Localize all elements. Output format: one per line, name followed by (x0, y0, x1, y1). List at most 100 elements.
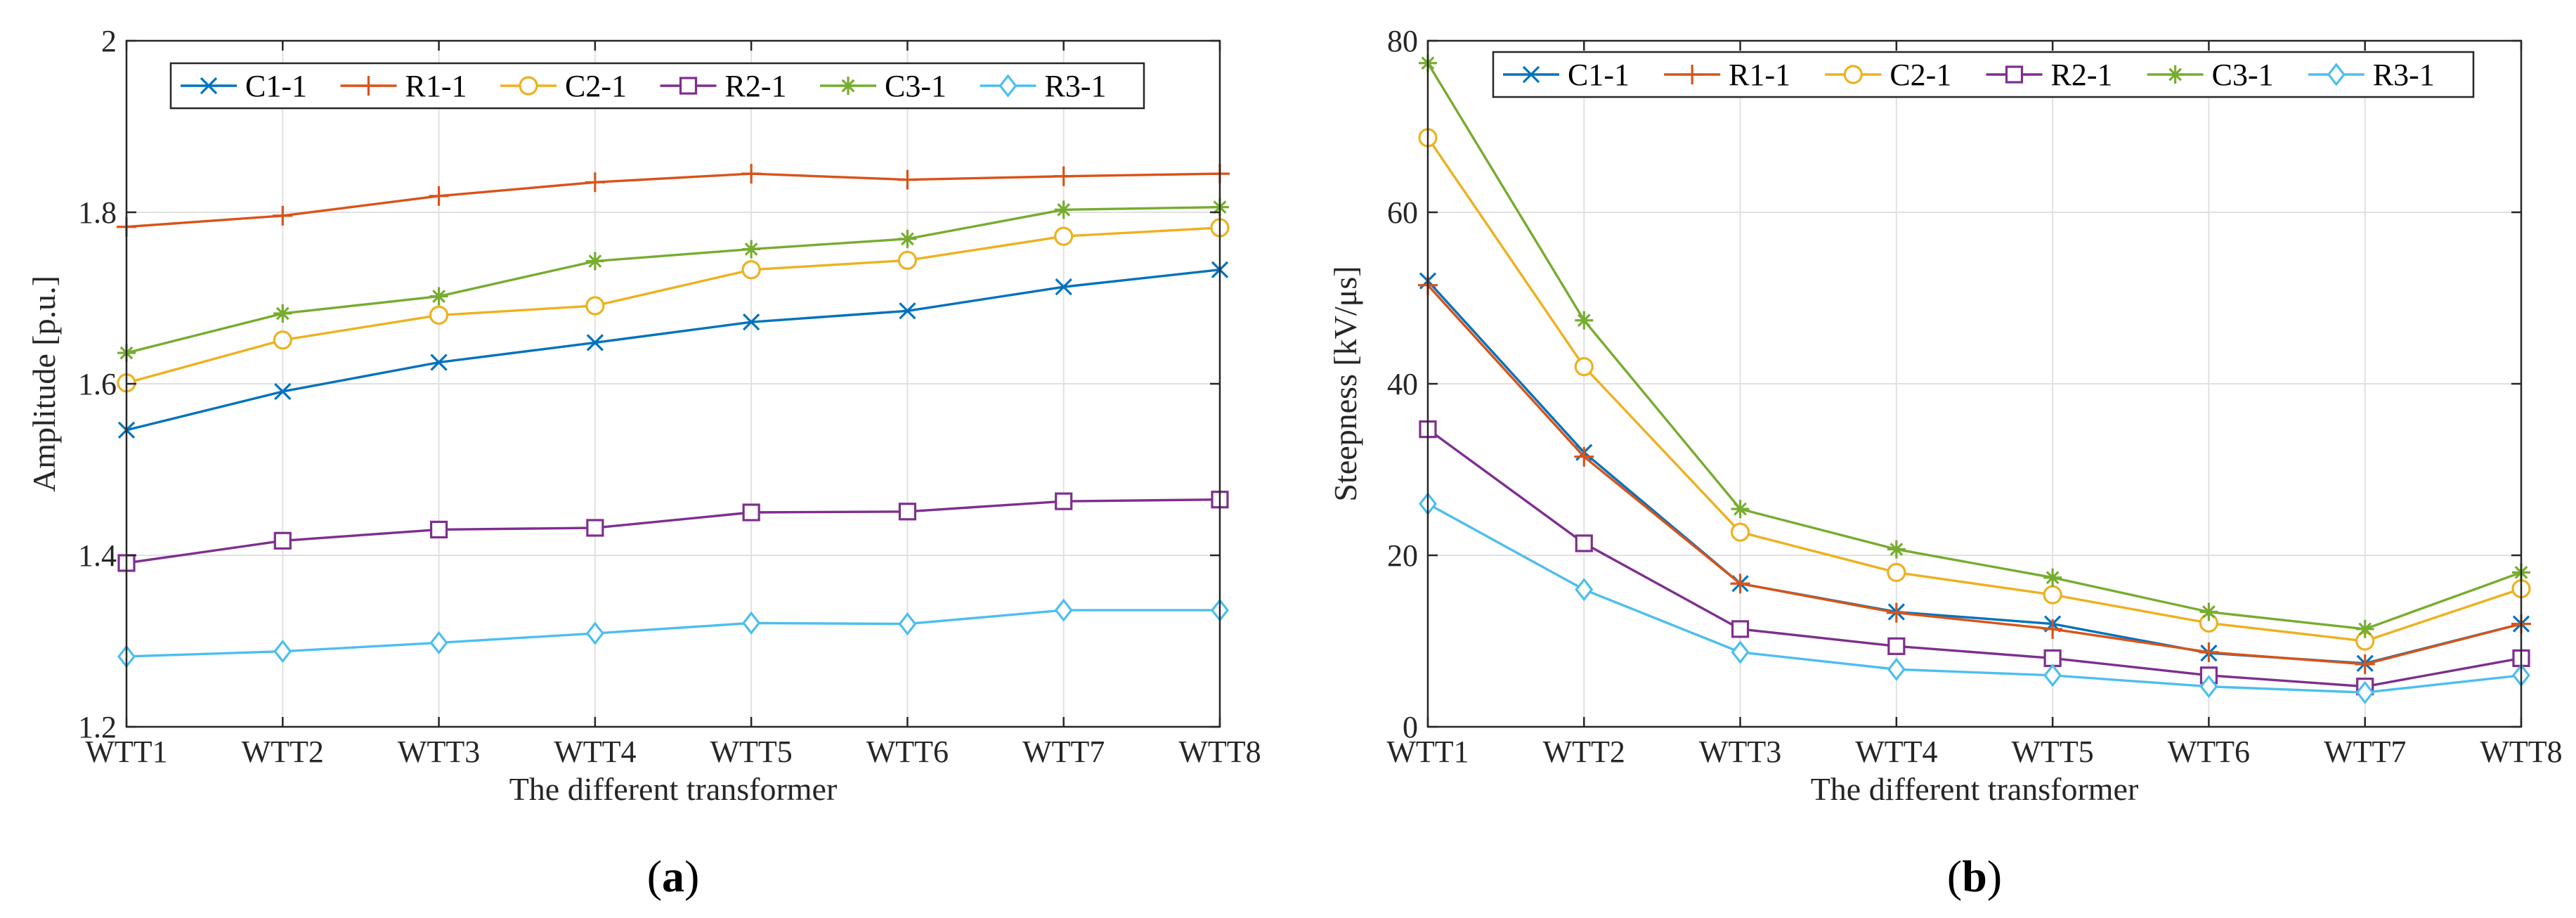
data-point (1054, 200, 1073, 219)
data-point (1731, 620, 1750, 638)
legend-marker (2327, 63, 2346, 86)
legend-label: R1-1 (405, 69, 467, 103)
marker-plus-shape (897, 169, 918, 190)
panel-caption: (b) (1947, 851, 2002, 901)
data-point (898, 229, 917, 248)
data-point (429, 520, 448, 539)
legend-label: R1-1 (1729, 58, 1790, 92)
marker-plus-shape (1574, 446, 1594, 467)
data-point (897, 169, 918, 190)
data-point (585, 172, 605, 193)
series-line (1426, 62, 2522, 631)
marker-circle-shape (1574, 356, 1594, 377)
legend-label: C1-1 (245, 69, 307, 103)
marker-star-shape (898, 229, 917, 248)
data-point (1055, 278, 1072, 296)
series-line (1426, 428, 2522, 688)
legend-label: R2-1 (2051, 58, 2113, 92)
y-tick-label: 1.8 (78, 195, 117, 230)
marker-x-shape (899, 302, 916, 320)
marker-square-shape (1731, 620, 1750, 638)
marker-star-shape (1054, 200, 1073, 219)
data-point (1053, 166, 1074, 186)
legend-label: C1-1 (1568, 58, 1629, 92)
data-point (741, 164, 762, 184)
legend: C1-1 R1-1 C2-1 R2-1 C3-1 R3-1 (1492, 51, 2475, 98)
marker-diamond-shape (898, 612, 917, 636)
marker-x-shape (1055, 278, 1072, 296)
data-point (2199, 675, 2218, 699)
legend-item-c2-1: C2-1 (1825, 58, 1951, 92)
data-point (429, 287, 448, 306)
x-tick-label: WTT7 (2324, 735, 2406, 769)
marker-diamond-shape (2327, 63, 2346, 86)
marker-star-shape (1887, 540, 1906, 559)
marker-square-shape (2043, 649, 2062, 668)
data-point (1887, 540, 1906, 559)
marker-star-shape (585, 252, 604, 271)
data-point (741, 260, 761, 280)
series-line (126, 269, 1221, 432)
series-line (126, 609, 1220, 658)
x-tick-label: WTT5 (2011, 735, 2093, 769)
y-tick-label: 1.2 (78, 710, 117, 744)
marker-square-shape (1887, 637, 1906, 655)
marker-plus-shape (2043, 619, 2063, 639)
y-tick-label: 40 (1387, 367, 1418, 401)
marker-square-shape (586, 519, 604, 537)
data-point (742, 611, 761, 635)
marker-diamond-shape (1731, 640, 1750, 664)
data-point (2043, 585, 2062, 605)
marker-circle-shape (741, 260, 761, 280)
marker-plus-shape (1886, 602, 1906, 623)
x-tick-label: WTT5 (710, 735, 792, 769)
x-tick-label: WTT1 (1386, 735, 1469, 769)
x-tick-label: WTT3 (398, 735, 480, 769)
marker-plus-shape (358, 76, 379, 96)
legend-label: R3-1 (1045, 69, 1107, 103)
marker-star-shape (2355, 619, 2374, 638)
data-point (1575, 311, 1594, 330)
legend-item-c1-1: C1-1 (181, 69, 307, 103)
data-point (585, 296, 605, 316)
marker-diamond-shape (2043, 664, 2062, 687)
series-line (1426, 284, 2522, 666)
data-point (898, 503, 917, 521)
data-point (1574, 446, 1594, 467)
marker-square-shape (742, 503, 760, 522)
marker-square-shape (1575, 534, 1593, 552)
x-tick-label: WTT1 (85, 735, 167, 769)
marker-square-shape (2005, 65, 2024, 84)
legend-marker (679, 77, 698, 95)
legend-marker (200, 77, 218, 95)
data-point (2199, 642, 2219, 662)
data-point (429, 305, 449, 325)
x-tick-label: WTT8 (2480, 735, 2562, 769)
x-tick-label: WTT6 (866, 735, 949, 769)
data-point (586, 334, 604, 351)
marker-square-shape (1055, 492, 1073, 510)
marker-star-shape (1575, 311, 1594, 330)
legend-marker (1682, 65, 1703, 84)
legend-item-r3-1: R3-1 (980, 69, 1107, 103)
data-point (1886, 602, 1906, 623)
marker-circle-shape (2043, 585, 2062, 605)
data-point (1054, 598, 1073, 622)
series-line (126, 226, 1221, 384)
data-point (273, 330, 292, 350)
panel-caption: (a) (647, 851, 700, 901)
marker-diamond-shape (2199, 675, 2218, 699)
legend-label: R3-1 (2373, 58, 2435, 92)
legend-item-r1-1: R1-1 (340, 69, 467, 103)
x-axis-label: The different transformer (509, 771, 838, 807)
y-tick-label: 2 (101, 24, 117, 58)
legend-marker (839, 77, 857, 95)
x-tick-label: WTT8 (1178, 735, 1261, 769)
marker-x-shape (430, 354, 448, 371)
y-tick-label: 1.4 (78, 538, 117, 573)
y-axis-label: Amplitude [p.u.] (26, 276, 62, 492)
y-axis-label: Steepness [kV/μs] (1327, 266, 1363, 501)
data-point (2355, 654, 2375, 674)
data-point (742, 240, 761, 259)
data-point (1731, 640, 1750, 664)
